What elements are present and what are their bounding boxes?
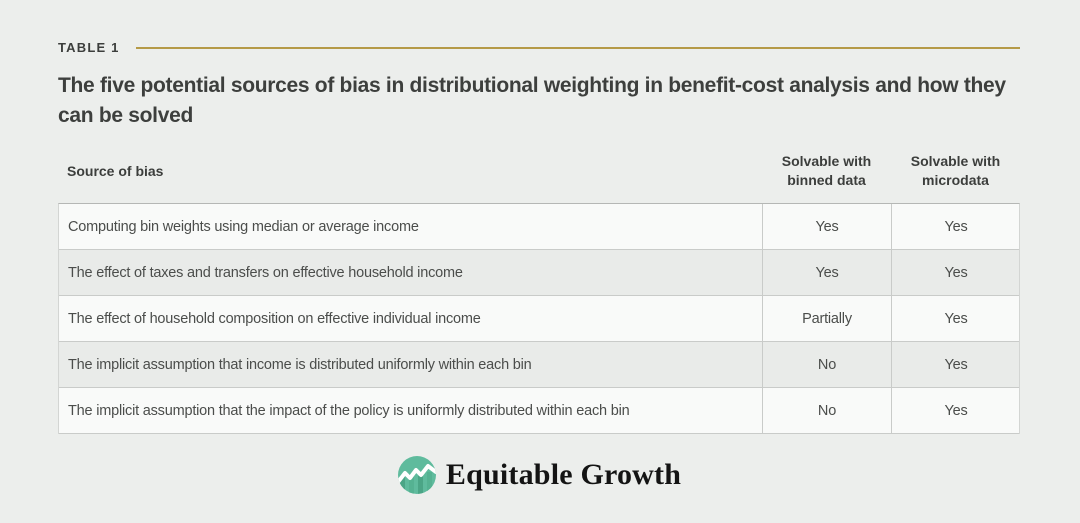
row-source-cell: The effect of taxes and transfers on eff… — [68, 264, 463, 281]
table-row: The implicit assumption that the impact … — [59, 388, 1019, 434]
row-microdata-cell: Yes — [891, 250, 1020, 295]
row-binned-cell: No — [762, 342, 891, 387]
figure-title: The five potential sources of bias in di… — [58, 74, 1006, 127]
row-microdata-cell: Yes — [891, 204, 1020, 249]
row-microdata-cell: Yes — [891, 388, 1020, 433]
row-binned-cell: Yes — [762, 204, 891, 249]
row-source-cell: The implicit assumption that income is d… — [68, 356, 532, 373]
growth-chart-icon — [397, 456, 436, 494]
row-source-cell: Computing bin weights using median or av… — [68, 218, 419, 235]
row-source-cell: The effect of household composition on e… — [68, 310, 481, 327]
data-table: Source of bias Solvable with binned data… — [58, 143, 1020, 434]
table-header-row: Source of bias Solvable with binned data… — [58, 143, 1020, 203]
table-row: The implicit assumption that income is d… — [59, 342, 1019, 388]
table-row: The effect of taxes and transfers on eff… — [59, 250, 1019, 296]
table-row: The effect of household composition on e… — [59, 296, 1019, 342]
row-binned-cell: Partially — [762, 296, 891, 341]
row-microdata-cell: Yes — [891, 342, 1020, 387]
row-binned-cell: No — [762, 388, 891, 433]
row-binned-cell: Yes — [762, 250, 891, 295]
figure-container: TABLE 1 The five potential sources of bi… — [58, 40, 1020, 495]
column-header-microdata: Solvable with microdata — [910, 153, 1001, 188]
row-source-cell: The implicit assumption that the impact … — [68, 402, 630, 419]
table-body: Computing bin weights using median or av… — [58, 203, 1020, 434]
accent-rule — [135, 46, 1020, 49]
row-microdata-cell: Yes — [891, 296, 1020, 341]
table-row: Computing bin weights using median or av… — [59, 204, 1019, 250]
table-label: TABLE 1 — [58, 40, 120, 55]
column-header-binned-data: Solvable with binned data — [781, 153, 872, 188]
equitable-growth-logo: Equitable Growth — [58, 455, 1020, 495]
logo-wordmark: Equitable Growth — [445, 458, 682, 491]
table-label-row: TABLE 1 — [58, 40, 1020, 55]
column-header-source: Source of bias — [67, 162, 164, 179]
